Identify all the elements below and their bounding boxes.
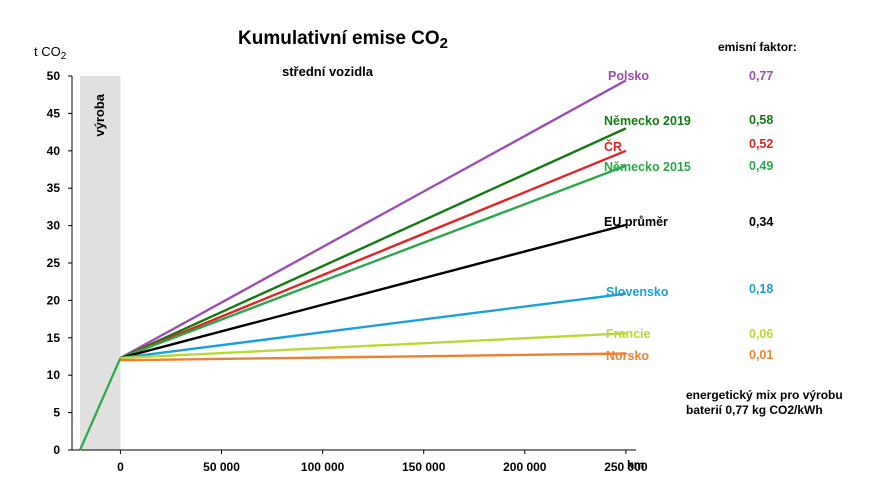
y-tick-label: 40	[47, 144, 61, 158]
production-band	[80, 76, 121, 450]
emission-factor-norsko: 0,01	[749, 348, 773, 362]
y-axis-label: t CO2	[34, 44, 67, 62]
emission-factor-francie: 0,06	[749, 327, 773, 341]
x-tick-label: 200 000	[503, 460, 547, 474]
series-line-eu-pr-m-r	[120, 223, 627, 360]
x-tick-label: 100 000	[301, 460, 345, 474]
emission-factor--r: 0,52	[749, 137, 773, 151]
production-band-layer	[80, 76, 121, 450]
y-tick-label: 45	[47, 106, 61, 120]
x-axis-unit: km	[627, 458, 645, 472]
production-line	[78, 357, 122, 451]
series-label--r: ČR	[604, 139, 622, 154]
production-band-label: výroba	[91, 94, 107, 137]
chart-subtitle: střední vozidla	[282, 64, 374, 79]
y-tick-label: 50	[47, 69, 61, 83]
series-label-francie: Francie	[606, 327, 651, 341]
series-label-n-mecko-2015: Německo 2015	[604, 160, 691, 174]
series-lines-layer	[78, 79, 627, 451]
series-label-slovensko: Slovensko	[606, 285, 669, 299]
y-tick-label: 35	[47, 181, 61, 195]
x-tick-label: 0	[117, 460, 124, 474]
series-line-slovensko	[120, 292, 627, 360]
series-label-n-mecko-2019: Německo 2019	[604, 114, 691, 128]
emission-factor-n-mecko-2019: 0,58	[749, 113, 773, 127]
axes-layer: 0 5 10 15 20 25 30 35 40 45 50 0 50 000 100 000 150 00…	[47, 69, 648, 474]
y-tick-label: 10	[47, 368, 61, 382]
series-labels-layer: Polsko 0,77 Německo 2019 0,58 ČR 0,52 Německo …	[604, 69, 773, 363]
battery-note-line-2: baterií 0,77 kg CO2/kWh	[686, 403, 823, 417]
y-tick-label: 25	[47, 256, 61, 270]
battery-note-line-1: energetický mix pro výrobu	[686, 388, 843, 402]
y-tick-label: 20	[47, 293, 61, 307]
series-label-eu-pr-m-r: EU průměr	[604, 215, 668, 229]
x-tick-label: 250 000	[604, 460, 648, 474]
series-line-francie	[120, 332, 626, 360]
series-line-n-mecko-2015	[120, 164, 627, 360]
series-line-n-mecko-2019	[119, 127, 627, 360]
y-tick-label: 0	[53, 443, 60, 457]
battery-note: energetický mix pro výrobu baterií 0,77 …	[686, 388, 843, 418]
series-line-norsko	[120, 352, 626, 362]
series-label-polsko: Polsko	[608, 69, 649, 83]
chart-title: Kumulativní emise CO2	[238, 28, 449, 52]
series-line--r	[119, 149, 627, 360]
emission-factor-eu-pr-m-r: 0,34	[749, 215, 773, 229]
emission-factor-header: emisní faktor:	[718, 40, 797, 54]
emission-factor-polsko: 0,77	[749, 69, 773, 83]
y-tick-label: 15	[47, 331, 61, 345]
series-label-norsko: Norsko	[606, 349, 649, 363]
x-tick-label: 50 000	[203, 460, 240, 474]
y-tick-label: 5	[53, 406, 60, 420]
emission-factor-slovensko: 0,18	[749, 282, 773, 296]
series-line-polsko	[119, 79, 627, 360]
x-tick-label: 150 000	[402, 460, 446, 474]
y-tick-label: 30	[47, 219, 61, 233]
emission-factor-n-mecko-2015: 0,49	[749, 159, 773, 173]
